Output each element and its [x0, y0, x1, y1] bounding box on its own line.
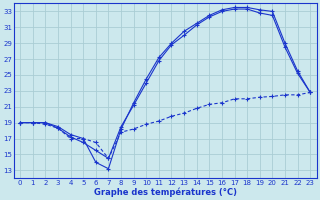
X-axis label: Graphe des températures (°C): Graphe des températures (°C) [94, 187, 237, 197]
